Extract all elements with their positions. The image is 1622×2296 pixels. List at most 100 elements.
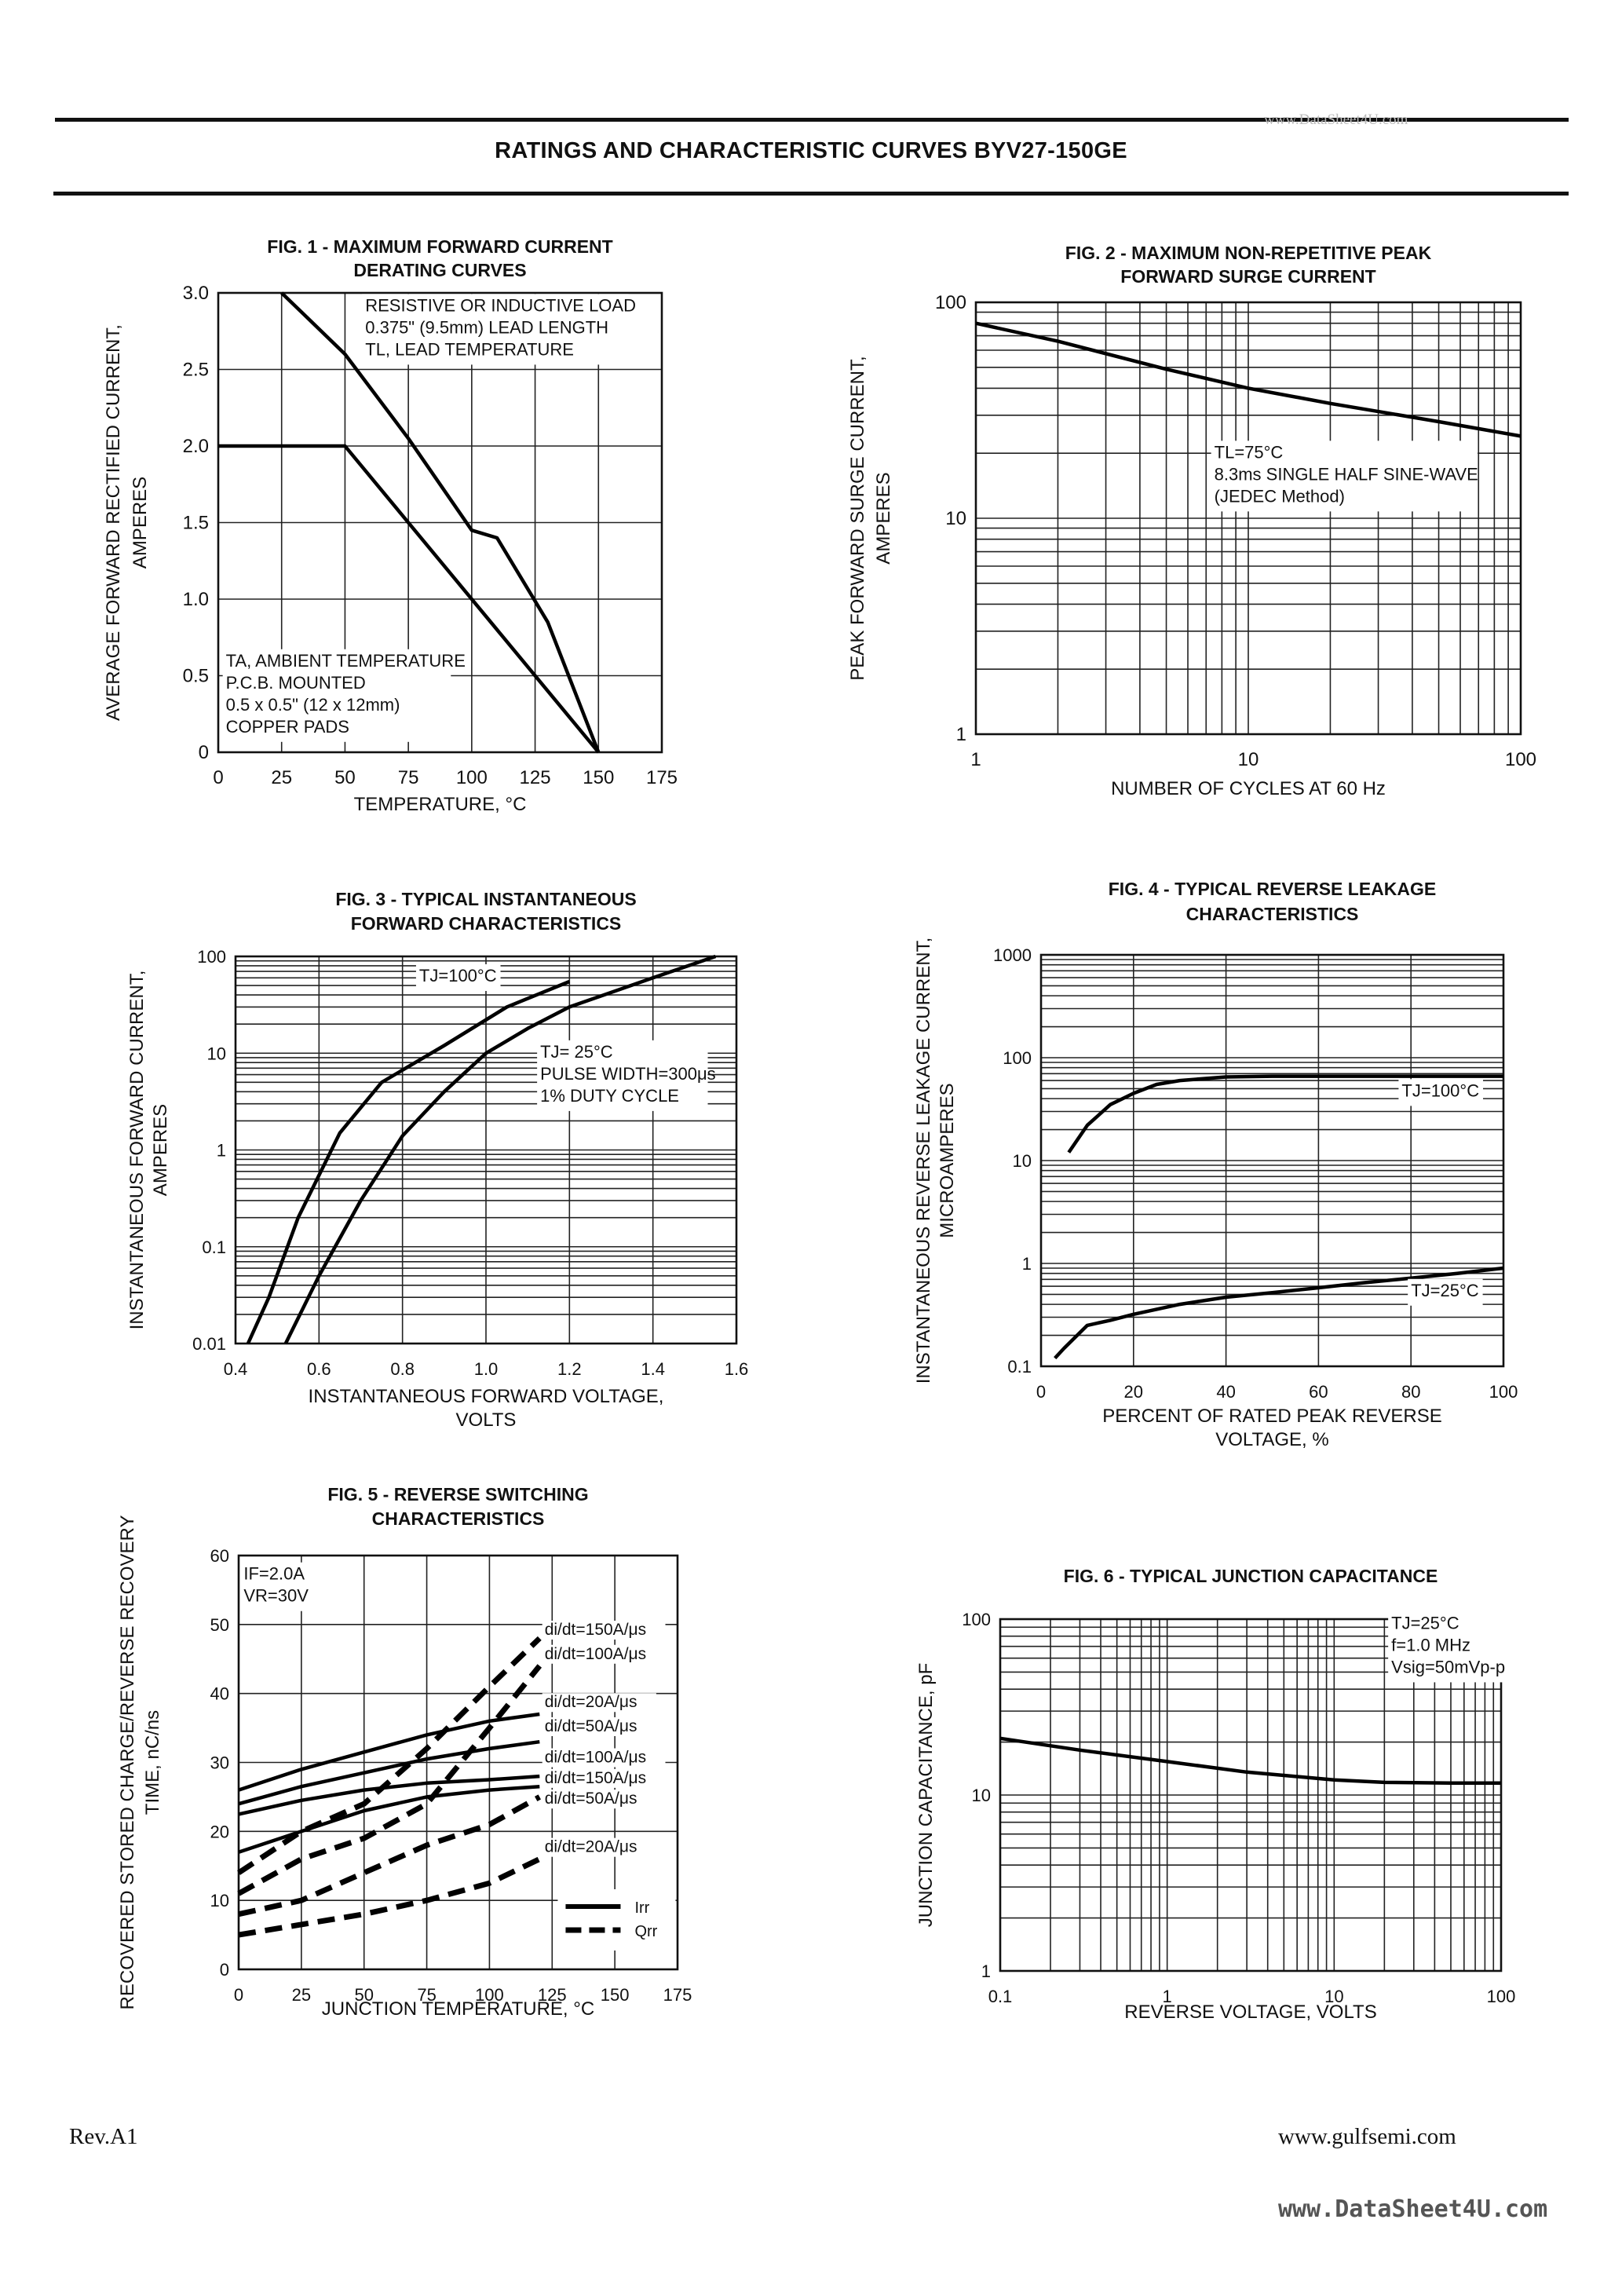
website-label: www.gulfsemi.com	[1278, 2124, 1456, 2149]
fig5-x-tick-label: 150	[601, 1985, 630, 2005]
fig4-y-tick-label: 1000	[993, 945, 1032, 965]
fig6-annotation: TJ=25°C	[1391, 1613, 1459, 1632]
fig5-label-bg	[542, 1693, 656, 1713]
fig5-x-axis-label: JUNCTION TEMPERATURE, °C	[322, 1998, 594, 2020]
fig5-label-bg	[542, 1717, 656, 1736]
fig4-x-tick-label: 20	[1124, 1382, 1143, 1402]
fig2-annotation: TL=75°C	[1215, 442, 1284, 462]
fig1-x-tick-label: 125	[520, 767, 551, 788]
fig1-x-tick-label: 150	[583, 767, 614, 788]
fig1-annotation-bg	[222, 649, 451, 742]
fig6-grid	[999, 1618, 1502, 1972]
fig1-annotation-bg	[362, 294, 629, 365]
fig5-label-bg	[542, 1748, 666, 1768]
fig4-title: FIG. 4 - TYPICAL REVERSE LEAKAGE	[1109, 879, 1436, 899]
fig1-series-1	[280, 291, 601, 753]
fig6-x-tick-label: 10	[1324, 1987, 1343, 2006]
fig6-y-tick-label: 100	[962, 1610, 991, 1629]
fig5-label-bg	[542, 1644, 666, 1664]
fig5-curve-label: di/dt=100A/μs	[545, 1645, 646, 1663]
watermark-top: www.DataSheet4U.com	[1264, 112, 1408, 128]
revision-label: Rev.A1	[69, 2124, 138, 2149]
fig3-annotation-bg	[537, 1040, 708, 1111]
fig4-title: CHARACTERISTICS	[1186, 904, 1359, 924]
fig1-x-tick-label: 0	[213, 767, 223, 788]
fig5-y-tick-label: 50	[210, 1615, 229, 1635]
fig5-label-bg	[542, 1768, 666, 1788]
fig6-y-axis-label: JUNCTION CAPACITANCE, pF	[915, 1663, 937, 1927]
fig6-x-tick-label: 100	[1487, 1987, 1516, 2006]
fig4-plot-frame	[1039, 953, 1505, 1368]
fig1-y-tick-label: 2.5	[183, 360, 209, 381]
fig5-y-tick-label: 40	[210, 1684, 229, 1704]
fig5-x-tick-label: 50	[354, 1985, 373, 2005]
fig2-y-axis-label: AMPERES	[873, 472, 894, 564]
fig5-curve-label: di/dt=50A/μs	[545, 1790, 637, 1808]
fig3-x-tick-label: 1.0	[474, 1359, 499, 1379]
fig1-plot-frame	[217, 291, 663, 754]
fig3-y-tick-label: 1	[217, 1141, 226, 1161]
fig2-y-tick-label: 10	[945, 508, 966, 529]
fig1-annotation: TL, LEAD TEMPERATURE	[365, 339, 574, 359]
fig4-x-tick-label: 0	[1036, 1382, 1046, 1402]
fig6-series-1	[999, 1736, 1501, 1785]
fig3-title: FORWARD CHARACTERISTICS	[351, 913, 622, 934]
fig1-annotation: RESISTIVE OR INDUCTIVE LOAD	[365, 295, 636, 315]
fig3-plot-frame	[234, 955, 738, 1345]
fig5-series-6	[237, 1664, 542, 1896]
fig3-y-tick-label: 10	[207, 1044, 226, 1063]
fig6-x-tick-label: 0.1	[988, 1987, 1013, 2006]
fig1-annotation: TA, AMBIENT TEMPERATURE	[226, 651, 466, 671]
fig5-y-tick-label: 20	[210, 1822, 229, 1841]
fig6-y-tick-label: 1	[981, 1961, 991, 1981]
fig2-annotation-bg	[1211, 441, 1478, 512]
fig1-annotation: 0.5 x 0.5" (12 x 12mm)	[226, 695, 400, 715]
fig2-series-1	[975, 321, 1522, 438]
page-title: RATINGS AND CHARACTERISTIC CURVES BYV27-…	[495, 138, 1127, 163]
fig5-x-tick-label: 75	[417, 1985, 436, 2005]
fig1-y-axis-label: AMPERES	[130, 477, 151, 569]
fig4-x-axis-label: VOLTAGE, %	[1215, 1429, 1328, 1450]
fig2-x-tick-label: 100	[1505, 749, 1536, 770]
fig1-x-axis-label: TEMPERATURE, °C	[354, 794, 527, 815]
fig4-x-axis-label: PERCENT OF RATED PEAK REVERSE	[1102, 1406, 1442, 1427]
fig1-x-tick-label: 25	[271, 767, 292, 788]
fig5-x-tick-label: 125	[538, 1985, 567, 2005]
fig2-annotation: (JEDEC Method)	[1215, 486, 1345, 506]
fig5-annotation: VR=30V	[243, 1586, 309, 1606]
fig4-annotation: TJ=100°C	[1401, 1080, 1479, 1100]
fig5-x-tick-label: 100	[475, 1985, 504, 2005]
fig5-series-1	[238, 1712, 540, 1792]
fig5-series-5	[237, 1636, 542, 1875]
fig5-x-tick-label: 175	[663, 1985, 692, 2005]
fig1-x-tick-label: 50	[334, 767, 356, 788]
top-rule	[55, 118, 1569, 122]
fig3-y-tick-label: 0.1	[202, 1238, 226, 1257]
fig6-title: FIG. 6 - TYPICAL JUNCTION CAPACITANCE	[1064, 1566, 1438, 1586]
fig3-annotation: PULSE WIDTH=300μs	[540, 1064, 716, 1084]
fig6-plot-frame	[999, 1618, 1503, 1972]
fig5-curve-label: di/dt=50A/μs	[545, 1717, 637, 1735]
fig6-y-tick-label: 10	[972, 1786, 991, 1805]
fig5-series-2	[238, 1739, 540, 1806]
fig6-annotation-bg	[1388, 1611, 1511, 1683]
fig5-y-axis-label: TIME, nC/ns	[142, 1710, 163, 1815]
fig5-series-3	[238, 1774, 540, 1816]
fig1-x-tick-label: 100	[456, 767, 488, 788]
fig3-x-tick-label: 0.4	[224, 1359, 248, 1379]
fig4-y-tick-label: 0.1	[1007, 1357, 1032, 1377]
fig1-y-tick-label: 0.5	[183, 666, 209, 687]
fig2-x-tick-label: 1	[970, 749, 981, 770]
fig3-annotation: TJ= 25°C	[540, 1042, 613, 1062]
fig4-annotation-bg	[1408, 1278, 1483, 1306]
fig4-series-1	[1067, 1074, 1503, 1153]
fig5-title: CHARACTERISTICS	[372, 1508, 545, 1529]
fig1-annotation: 0.375" (9.5mm) LEAD LENGTH	[365, 317, 608, 337]
fig4-y-tick-label: 100	[1003, 1048, 1032, 1068]
fig5-x-tick-label: 0	[234, 1985, 243, 2005]
fig2-y-tick-label: 100	[935, 292, 966, 313]
